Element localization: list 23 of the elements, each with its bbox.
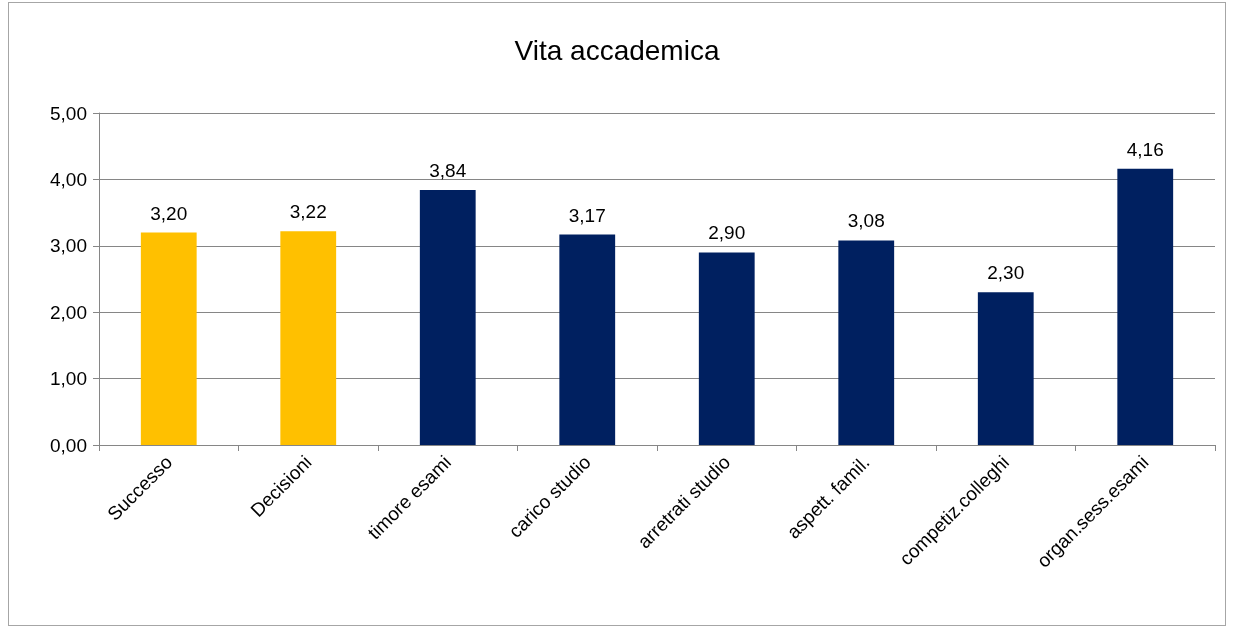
data-label: 2,90	[708, 222, 746, 244]
bar	[140, 232, 197, 445]
data-label: 3,17	[568, 204, 606, 226]
bar	[419, 190, 476, 445]
bar	[698, 252, 755, 445]
y-tick-label: 1,00	[50, 368, 87, 390]
data-label: 4,16	[1126, 138, 1164, 160]
data-label: 3,84	[429, 160, 467, 182]
data-label: 2,30	[987, 262, 1025, 284]
y-tick-label: 3,00	[50, 235, 87, 257]
y-tick-label: 0,00	[50, 434, 87, 456]
bar	[977, 292, 1034, 445]
bar	[280, 231, 337, 445]
chart-title: Vita accademica	[514, 34, 720, 66]
bar	[838, 240, 895, 445]
y-tick-label: 2,00	[50, 301, 87, 323]
y-tick-label: 5,00	[50, 102, 87, 124]
bar	[559, 234, 616, 445]
y-tick-label: 4,00	[50, 168, 87, 190]
bar	[1117, 168, 1174, 445]
data-label: 3,20	[150, 202, 188, 224]
data-label: 3,22	[289, 201, 327, 223]
data-label: 3,08	[847, 210, 885, 232]
